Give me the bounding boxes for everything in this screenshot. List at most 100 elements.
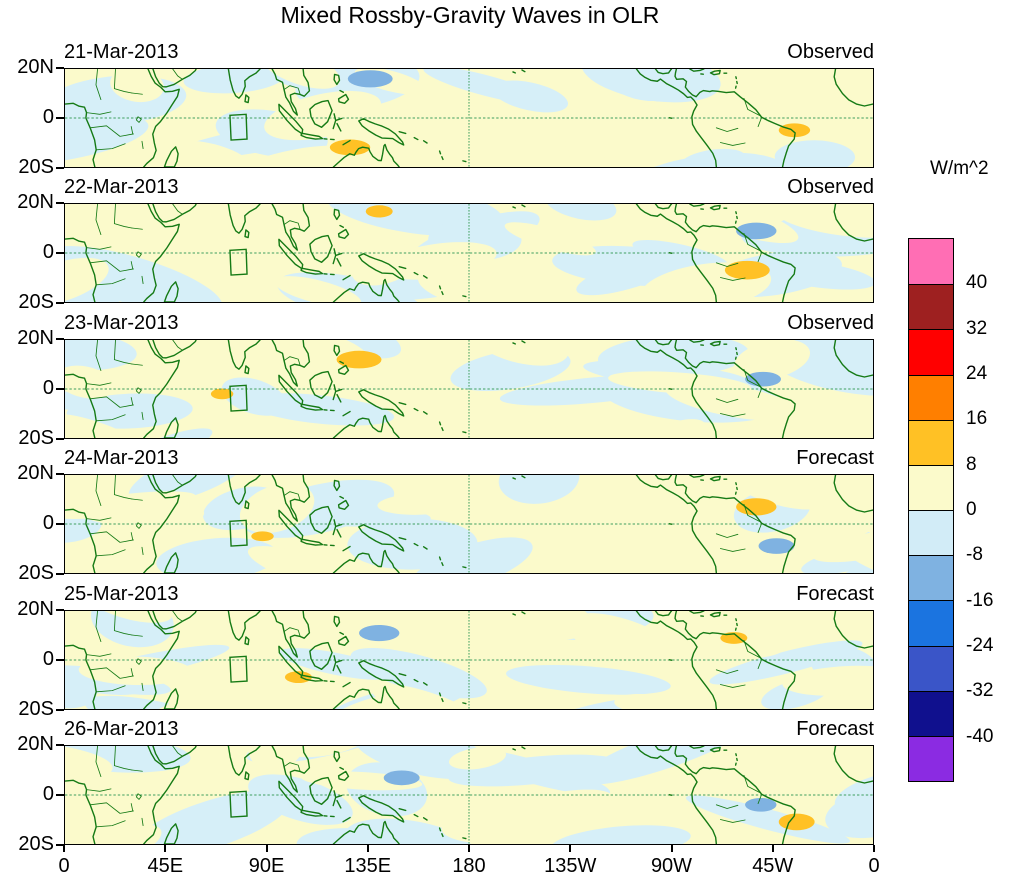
colorbar-tick-label: -32 — [966, 680, 994, 702]
map-panel-4 — [64, 474, 874, 574]
x-tick-mark — [771, 845, 774, 852]
colorbar-cell — [909, 284, 953, 330]
colorbar-cell — [909, 239, 953, 285]
colorbar-cell — [909, 735, 953, 782]
colorbar-cell — [909, 419, 953, 465]
colorbar-tick-label: -40 — [966, 725, 994, 747]
map-plot — [65, 340, 873, 438]
y-tick-label: 20N — [17, 327, 54, 349]
colorbar-cell — [909, 374, 953, 420]
colorbar-tick-label: 32 — [966, 317, 988, 339]
colorbar-tick-label: 16 — [966, 408, 988, 430]
y-tick-label: 20N — [17, 191, 54, 213]
y-tick-mark — [56, 388, 64, 390]
panel-date-label: 21-Mar-2013 — [64, 41, 179, 63]
panel-header: 26-Mar-2013 Forecast — [64, 718, 874, 742]
map-plot — [65, 475, 873, 573]
y-tick-label: 20N — [17, 733, 54, 755]
colorbar-tick-label: -8 — [966, 544, 983, 566]
colorbar-cell — [909, 690, 953, 736]
x-tick-mark — [670, 845, 673, 852]
y-tick-mark — [56, 167, 64, 169]
y-tick-label: 0 — [42, 377, 54, 399]
x-tick-mark — [569, 845, 572, 852]
colorbar-tick-label: 24 — [966, 363, 988, 384]
y-tick-label: 0 — [42, 241, 54, 263]
y-tick-mark — [56, 302, 64, 304]
y-tick-mark — [56, 438, 64, 440]
map-plot — [65, 746, 873, 844]
y-tick-label: 20N — [17, 462, 54, 484]
y-tick-mark — [56, 709, 64, 711]
colorbar-cell — [909, 329, 953, 375]
x-tick-mark — [265, 845, 268, 852]
y-tick-mark — [56, 794, 64, 796]
colorbar-tick-label: -16 — [966, 589, 994, 611]
colorbar-cell — [909, 510, 953, 556]
map-plot — [65, 204, 873, 302]
map-panel-6 — [64, 745, 874, 845]
y-tick-label: 20S — [18, 562, 54, 584]
y-tick-mark — [56, 573, 64, 575]
colorbar-tick-label: 40 — [966, 272, 988, 294]
panel-header: 25-Mar-2013 Forecast — [64, 583, 874, 607]
colorbar-cell — [909, 555, 953, 601]
x-tick-label: 90W — [650, 855, 693, 877]
x-tick-mark — [63, 845, 65, 852]
y-tick-mark — [56, 202, 64, 204]
panel-header: 21-Mar-2013 Observed — [64, 41, 874, 65]
panel-status-label: Observed — [787, 41, 874, 63]
y-tick-mark — [56, 523, 64, 525]
y-tick-label: 20S — [18, 698, 54, 720]
colorbar-tick-label: 8 — [966, 453, 977, 475]
colorbar-cell — [909, 464, 953, 511]
chart-title: Mixed Rossby-Gravity Waves in OLR — [280, 2, 660, 28]
y-tick-mark — [56, 117, 64, 119]
panel-status-label: Observed — [787, 176, 874, 198]
panel-status-label: Observed — [787, 312, 874, 334]
y-tick-label: 20S — [18, 291, 54, 313]
colorbar-cell — [909, 600, 953, 646]
y-tick-label: 0 — [42, 512, 54, 534]
x-tick-label: 135E — [344, 855, 392, 877]
y-tick-mark — [56, 744, 64, 746]
x-tick-label: 180 — [452, 855, 486, 877]
x-tick-label: 0 — [58, 855, 70, 877]
colorbar — [908, 238, 954, 782]
x-tick-label: 135W — [544, 855, 597, 877]
y-tick-label: 20N — [17, 598, 54, 620]
panel-header: 23-Mar-2013 Observed — [64, 312, 874, 336]
map-panel-2 — [64, 203, 874, 303]
y-tick-label: 20N — [17, 56, 54, 78]
colorbar-unit-label: W/m^2 — [930, 158, 989, 179]
panel-date-label: 22-Mar-2013 — [64, 176, 179, 198]
x-tick-mark — [873, 845, 875, 852]
panel-status-label: Forecast — [796, 583, 874, 605]
y-tick-mark — [56, 473, 64, 475]
y-tick-label: 20S — [18, 156, 54, 178]
panel-status-label: Forecast — [796, 447, 874, 469]
x-tick-label: 0 — [868, 855, 880, 877]
colorbar-tick-label: -24 — [966, 635, 994, 656]
x-tick-label: 90E — [248, 855, 285, 877]
y-tick-label: 0 — [42, 648, 54, 670]
y-tick-label: 20S — [18, 427, 54, 449]
y-tick-label: 20S — [18, 833, 54, 855]
y-tick-mark — [56, 67, 64, 69]
y-tick-mark — [56, 338, 64, 340]
y-tick-label: 0 — [42, 106, 54, 128]
panel-date-label: 26-Mar-2013 — [64, 718, 179, 740]
map-panel-3 — [64, 339, 874, 439]
map-panel-1 — [64, 68, 874, 168]
y-tick-mark — [56, 659, 64, 661]
panel-date-label: 24-Mar-2013 — [64, 447, 179, 469]
x-tick-label: 45E — [147, 855, 184, 877]
x-tick-mark — [366, 845, 369, 852]
y-tick-mark — [56, 609, 64, 611]
map-panel-5 — [64, 610, 874, 710]
y-tick-mark — [56, 252, 64, 254]
panel-date-label: 25-Mar-2013 — [64, 583, 179, 605]
y-tick-mark — [56, 844, 64, 846]
y-tick-label: 0 — [42, 783, 54, 805]
